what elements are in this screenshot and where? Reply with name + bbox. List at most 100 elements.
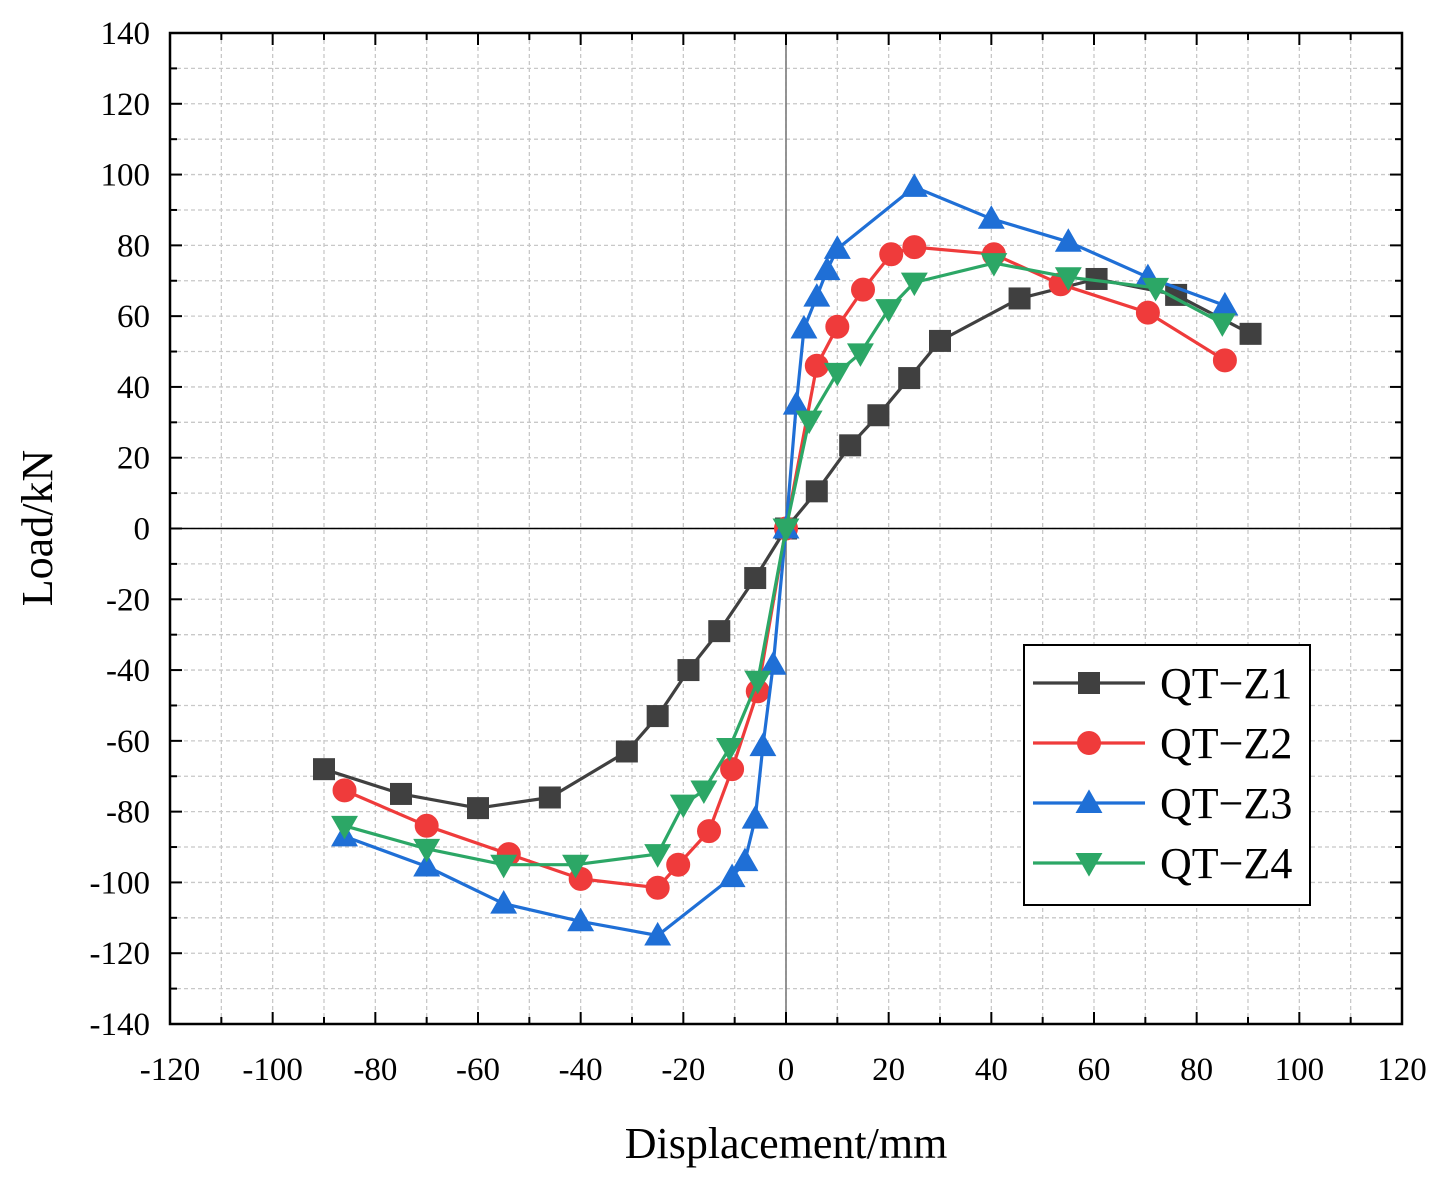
data-point xyxy=(846,343,874,367)
data-point xyxy=(716,737,743,762)
data-point xyxy=(677,659,700,682)
data-point xyxy=(772,518,800,543)
plot-area-frame xyxy=(168,31,1404,1026)
data-point xyxy=(669,794,697,819)
axis-ticks xyxy=(169,32,1403,1025)
data-point xyxy=(1054,228,1082,252)
y-axis-title: Load/kN xyxy=(13,450,62,606)
data-point xyxy=(332,778,357,803)
data-point xyxy=(697,819,721,844)
data-point xyxy=(567,907,595,932)
x-tick-label: 0 xyxy=(778,1052,795,1088)
data-point xyxy=(1135,300,1160,325)
data-point xyxy=(902,235,927,260)
data-point xyxy=(644,844,672,868)
legend-marker xyxy=(1075,789,1103,813)
y-tick-label: 100 xyxy=(101,158,151,194)
x-axis-title: Displacement/mm xyxy=(625,1119,948,1168)
data-point xyxy=(825,314,850,339)
y-tick-label: 80 xyxy=(117,228,150,264)
y-tick-label: -120 xyxy=(90,936,151,972)
legend-marker xyxy=(1077,731,1101,755)
y-tick-label: 60 xyxy=(117,299,150,335)
y-tick-label: 40 xyxy=(117,370,150,406)
x-tick-label: 20 xyxy=(872,1052,905,1088)
data-point xyxy=(900,272,928,297)
data-point xyxy=(823,235,851,259)
x-tick-label: -20 xyxy=(661,1052,705,1088)
data-point xyxy=(390,782,412,805)
data-point xyxy=(644,921,672,946)
data-point xyxy=(666,852,691,877)
data-point xyxy=(803,283,831,307)
data-point xyxy=(795,410,823,435)
data-point xyxy=(718,863,746,888)
data-point xyxy=(805,480,828,503)
data-point xyxy=(413,852,441,877)
legend-label: QT−Z2 xyxy=(1160,719,1292,768)
data-point xyxy=(900,173,928,197)
data-point xyxy=(804,353,829,378)
y-tick-label: 20 xyxy=(117,441,150,477)
x-tick-label: -80 xyxy=(353,1052,397,1088)
data-point xyxy=(1212,348,1237,373)
data-point xyxy=(782,391,810,415)
legend-marker xyxy=(1075,853,1103,877)
legend-label: QT−Z4 xyxy=(1160,839,1292,888)
data-point xyxy=(851,277,875,302)
data-point xyxy=(708,620,731,643)
x-tick-label: 120 xyxy=(1377,1052,1427,1088)
data-point xyxy=(744,567,767,590)
y-tick-label: 120 xyxy=(101,87,151,123)
y-tick-label: -100 xyxy=(90,865,151,901)
data-point xyxy=(615,740,638,763)
x-tick-label: -120 xyxy=(140,1052,201,1088)
data-point xyxy=(413,838,441,863)
data-point xyxy=(1008,287,1031,310)
data-point xyxy=(414,813,439,838)
data-point xyxy=(867,404,890,427)
legend-box xyxy=(1023,644,1311,906)
data-point xyxy=(929,329,951,352)
legend: QT−Z1 QT−Z2 QT−Z3 QT−Z4 xyxy=(1023,644,1311,906)
data-point xyxy=(977,205,1005,229)
data-point xyxy=(879,242,904,267)
data-point xyxy=(1054,267,1082,291)
data-point xyxy=(749,732,777,757)
y-tick-label: -40 xyxy=(106,653,150,689)
data-point xyxy=(741,805,769,829)
data-point xyxy=(538,786,561,809)
data-point xyxy=(467,797,489,820)
data-point xyxy=(731,847,759,872)
data-point xyxy=(759,651,787,675)
data-series xyxy=(313,173,1262,946)
y-tick-label: -140 xyxy=(90,1007,151,1043)
data-point xyxy=(646,705,669,728)
legend-entry: QT−Z3 xyxy=(1033,779,1292,828)
x-tick-label: -60 xyxy=(456,1052,500,1088)
legend-label: QT−Z1 xyxy=(1160,659,1292,708)
data-point xyxy=(980,253,1008,277)
y-tick-label: 0 xyxy=(134,512,151,548)
x-tick-label: -40 xyxy=(559,1052,603,1088)
legend-entry: QT−Z1 xyxy=(1033,659,1292,708)
x-tick-label: -100 xyxy=(242,1052,303,1088)
data-point xyxy=(744,670,772,695)
data-point xyxy=(720,757,745,782)
data-point xyxy=(875,299,903,323)
x-tick-label: 60 xyxy=(1078,1052,1111,1088)
data-point xyxy=(562,854,589,879)
y-tick-label: 140 xyxy=(101,16,151,52)
data-point xyxy=(839,434,862,457)
data-point xyxy=(1239,322,1262,345)
data-point xyxy=(313,758,335,781)
legend-label: QT−Z3 xyxy=(1160,779,1292,828)
series-4 xyxy=(331,253,1236,879)
x-tick-label: 100 xyxy=(1275,1052,1325,1088)
data-point xyxy=(690,780,718,805)
data-point xyxy=(790,314,818,339)
legend-entries: QT−Z1 QT−Z2 QT−Z3 QT−Z4 xyxy=(1033,659,1292,888)
data-point xyxy=(490,890,518,914)
y-tick-label: -20 xyxy=(106,582,150,618)
